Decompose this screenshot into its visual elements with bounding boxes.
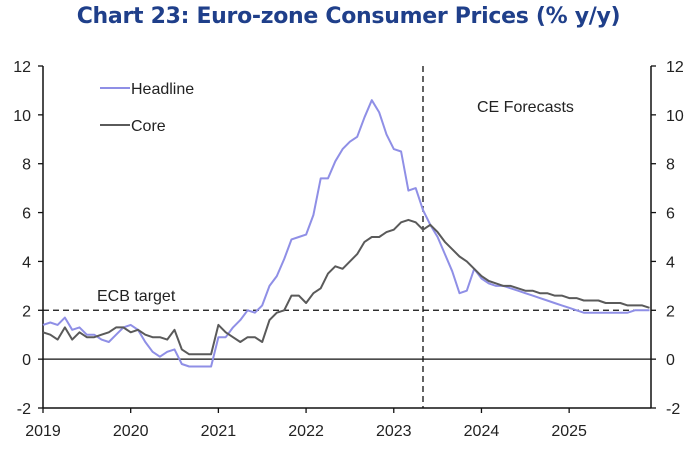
y-tick-label-right: -2 xyxy=(666,401,680,418)
x-tick-label: 2022 xyxy=(288,423,324,440)
x-tick-label: 2023 xyxy=(376,423,412,440)
x-tick-label: 2021 xyxy=(201,423,237,440)
y-tick-label-right: 12 xyxy=(666,59,684,76)
y-tick-label-right: 10 xyxy=(666,108,684,125)
legend-label-core: Core xyxy=(131,118,166,135)
y-tick-label-left: 12 xyxy=(13,59,31,76)
y-tick-label-left: 8 xyxy=(22,157,31,174)
series-line-headline xyxy=(42,99,650,368)
chart-title: Chart 23: Euro-zone Consumer Prices (% y… xyxy=(76,4,621,29)
x-tick-label: 2019 xyxy=(25,423,61,440)
ecb-target-label: ECB target xyxy=(97,288,176,305)
y-tick-label-right: 0 xyxy=(666,352,675,369)
y-tick-label-left: 6 xyxy=(22,206,31,223)
y-tick-label-left: 4 xyxy=(22,254,31,271)
series-lines xyxy=(42,99,650,368)
series-line-core xyxy=(42,218,650,356)
y-tick-label-right: 4 xyxy=(666,254,675,271)
y-tick-label-right: 6 xyxy=(666,206,675,223)
legend-label-headline: Headline xyxy=(131,81,194,98)
legend: Headline Core xyxy=(100,81,194,135)
ce-forecasts-label: CE Forecasts xyxy=(477,99,574,116)
x-tick-label: 2024 xyxy=(464,423,500,440)
axes: -2 0 2 4 6 8 10 12 -2 0 2 4 6 8 10 12 2019 2020 2021 2022 20… xyxy=(13,59,684,440)
y-tick-label-left: 10 xyxy=(13,108,31,125)
y-tick-label-right: 8 xyxy=(666,157,675,174)
y-tick-label-right: 2 xyxy=(666,303,675,320)
y-tick-label-left: 2 xyxy=(22,303,31,320)
reference-lines xyxy=(43,66,651,408)
x-tick-label: 2025 xyxy=(551,423,587,440)
y-tick-label-left: 0 xyxy=(22,352,31,369)
y-tick-label-left: -2 xyxy=(17,401,31,418)
x-tick-label: 2020 xyxy=(113,423,149,440)
